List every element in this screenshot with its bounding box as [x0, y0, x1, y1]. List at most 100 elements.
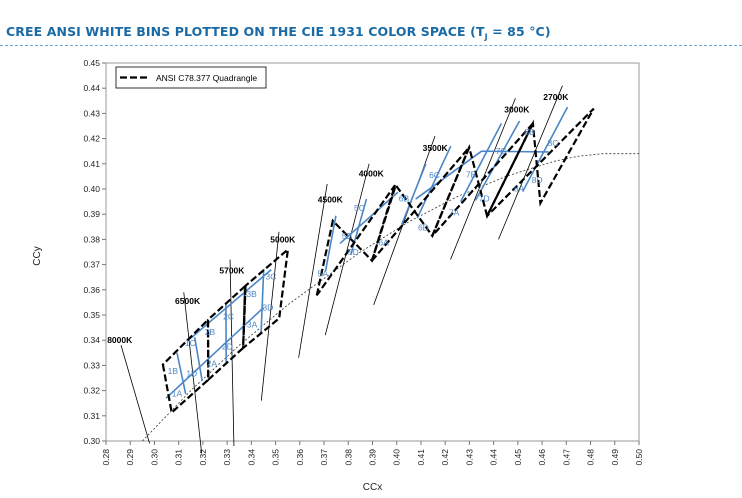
x-tick-label: 0.50: [634, 449, 644, 466]
x-tick-label: 0.38: [343, 449, 353, 466]
y-tick-label: 0.45: [83, 58, 100, 68]
cct-label: 4000K: [359, 169, 385, 179]
x-tick-label: 0.34: [246, 449, 256, 466]
bin-line: [176, 352, 187, 395]
chart-title: CREE ANSI WHITE BINS PLOTTED ON THE CIE …: [6, 24, 551, 42]
x-tick-label: 0.40: [392, 449, 402, 466]
y-tick-label: 0.40: [83, 184, 100, 194]
bin-label: 8A: [514, 184, 525, 194]
bin-label: 8C: [548, 138, 559, 148]
bin-label: 5C: [354, 203, 365, 213]
y-tick-label: 0.39: [83, 209, 100, 219]
cct-label: 3000K: [504, 105, 530, 115]
bin-line: [522, 106, 569, 192]
x-tick-label: 0.29: [125, 449, 135, 466]
x-tick-label: 0.37: [319, 449, 329, 466]
y-axis-label: CCy: [32, 246, 43, 265]
bin-label: 1C: [185, 338, 196, 348]
x-tick-label: 0.28: [101, 449, 111, 466]
cct-label: 5700K: [219, 266, 245, 276]
y-tick-label: 0.37: [83, 260, 100, 270]
bin-line: [401, 163, 427, 225]
bin-label: 2D: [222, 342, 233, 352]
bin-label: 6B: [399, 194, 410, 204]
bin-line: [260, 268, 265, 334]
x-tick-label: 0.30: [149, 449, 159, 466]
planckian-locus: [142, 153, 639, 442]
x-tick-label: 0.32: [198, 449, 208, 466]
cct-line: [324, 163, 370, 336]
x-tick-label: 0.42: [440, 449, 450, 466]
bin-label: 7D: [479, 193, 490, 203]
title-divider: [0, 45, 742, 46]
y-tick-label: 0.33: [83, 360, 100, 370]
legend-label: ANSI C78.377 Quadrangle: [156, 73, 257, 83]
bin-label: 6A: [378, 237, 389, 247]
x-tick-label: 0.49: [610, 449, 620, 466]
bin-label: 3D: [262, 302, 273, 312]
y-tick-label: 0.32: [83, 386, 100, 396]
bin-label: 2B: [205, 327, 216, 337]
bin-line: [165, 306, 265, 399]
y-tick-label: 0.38: [83, 234, 100, 244]
bin-line: [415, 150, 482, 200]
y-tick-label: 0.44: [83, 83, 100, 93]
cct-label: 2700K: [543, 92, 569, 102]
bin-label: 3B: [246, 289, 257, 299]
x-axis-label: CCx: [363, 482, 382, 493]
y-tick-label: 0.31: [83, 411, 100, 421]
bin-label: 7B: [466, 170, 477, 180]
bin-label: 5D: [348, 247, 359, 257]
ansi-quadrangle: [206, 283, 247, 383]
bin-line: [474, 120, 521, 201]
cct-label: 8000K: [107, 335, 133, 345]
ansi-quadrangle: [161, 317, 210, 415]
bin-line: [189, 269, 272, 340]
bin-label: 8D: [532, 175, 543, 185]
bin-line: [193, 337, 203, 382]
bin-line: [416, 145, 452, 219]
bin-label: 3A: [247, 319, 258, 329]
x-tick-label: 0.41: [416, 449, 426, 466]
bin-label: 5B: [342, 231, 353, 241]
x-tick-label: 0.36: [295, 449, 305, 466]
ansi-quadrangle: [241, 246, 290, 351]
bin-label: 2C: [223, 311, 234, 321]
bin-label: 1B: [168, 366, 179, 376]
cct-label: 5000K: [270, 234, 296, 244]
x-tick-label: 0.44: [489, 449, 499, 466]
cct-line: [229, 259, 235, 447]
x-tick-label: 0.31: [174, 449, 184, 466]
y-tick-label: 0.34: [83, 335, 100, 345]
cct-label: 3500K: [423, 143, 449, 153]
x-tick-label: 0.47: [561, 449, 571, 466]
y-tick-label: 0.36: [83, 285, 100, 295]
cct-label: 6500K: [175, 296, 201, 306]
plot-area: [105, 62, 640, 442]
y-tick-label: 0.42: [83, 134, 100, 144]
y-tick-label: 0.35: [83, 310, 100, 320]
y-tick-label: 0.43: [83, 108, 100, 118]
cct-label: 4500K: [318, 195, 344, 205]
cct-line: [373, 135, 436, 306]
bin-label: 7A: [449, 207, 460, 217]
x-tick-label: 0.33: [222, 449, 232, 466]
bin-label: 5A: [318, 269, 329, 279]
cct-line: [298, 183, 328, 358]
bin-label: 1D: [186, 369, 197, 379]
bin-label: 6D: [418, 223, 429, 233]
x-tick-label: 0.35: [271, 449, 281, 466]
bin-label: 6C: [429, 170, 440, 180]
bin-label: 1A: [172, 389, 183, 399]
bin-label: 8B: [524, 127, 535, 137]
bin-label: 2A: [207, 358, 218, 368]
x-tick-label: 0.43: [464, 449, 474, 466]
bin-line: [339, 191, 399, 245]
ansi-quadrangle: [431, 122, 534, 237]
legend-box: [115, 66, 267, 89]
cct-line: [120, 345, 150, 444]
ansi-quadrangle: [486, 107, 595, 217]
bin-label: 7C: [496, 146, 507, 156]
x-tick-label: 0.39: [368, 449, 378, 466]
